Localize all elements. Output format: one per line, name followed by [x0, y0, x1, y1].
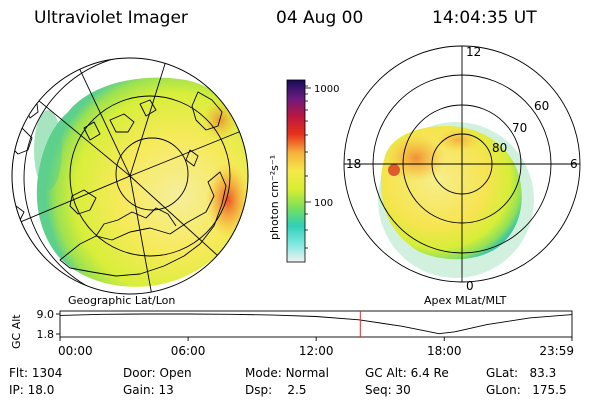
geo-meridian	[12, 58, 131, 177]
coastline-eurasia	[59, 171, 227, 277]
coastline-arctic-islands	[185, 149, 199, 167]
status-glat: GLat: 83.3	[486, 366, 556, 380]
seq-value: 30	[395, 383, 411, 397]
coastline-arctic-islands	[139, 99, 157, 117]
geo-aurora-hotspot	[206, 162, 248, 238]
ip-label: IP:	[9, 383, 24, 397]
dsp-label: Dsp:	[245, 383, 273, 397]
geo-latitudes	[23, 58, 248, 294]
mag-aurora-hotspot	[388, 164, 400, 176]
colorbar-tick-label: 1000	[314, 84, 339, 95]
status-door: Door: Open	[123, 366, 192, 380]
status-gain: Gain: 13	[123, 383, 174, 397]
colorbar-ticks	[305, 85, 311, 249]
colorbar	[286, 79, 306, 263]
glon-value: 175.5	[532, 383, 567, 397]
coastline-arctic-islands	[109, 113, 135, 133]
flt-label: Flt:	[9, 366, 28, 380]
glon-label: GLon:	[486, 383, 521, 397]
ip-value: 18.0	[27, 383, 55, 397]
glat-label: GLat:	[486, 366, 519, 380]
colorbar-tick-label: 100	[314, 198, 333, 209]
timeline-x-tick-label: 12:00	[299, 344, 334, 358]
mlt-labels: 12 18 6 0 80 70 60	[346, 45, 578, 293]
mlt-label-6: 6	[570, 157, 578, 171]
timeline-x-ticks: 00:00 06:00 12:00 18:00 23:59	[58, 337, 574, 358]
geo-latitude-circle	[115, 137, 189, 211]
coastline-siberia	[95, 207, 177, 237]
timeline-x-tick-label: 18:00	[427, 344, 462, 358]
geo-aurora-edge	[34, 110, 62, 190]
geo-meridian	[59, 58, 131, 177]
timeline-x-tick-label: 06:00	[171, 344, 206, 358]
gain-label: Gain:	[123, 383, 155, 397]
mlat-label-80: 80	[492, 141, 507, 155]
geo-latitude-circle	[69, 95, 231, 257]
status-flt: Flt: 1304	[9, 366, 62, 380]
timeline-x-tick-label: 23:59	[539, 344, 574, 358]
mlt-grid	[343, 45, 581, 283]
gc-alt-timeline: 9.0 1.8 00:00 06:00 12:00 18:00 23:59 GC Alt	[10, 308, 574, 358]
geo-meridian	[12, 175, 131, 248]
glat-value: 83.3	[529, 366, 557, 380]
coastline-arctic-islands	[83, 121, 101, 141]
coastline-japan	[231, 261, 247, 281]
gcalt-label: GC Alt:	[365, 366, 407, 380]
mlat-label-70: 70	[512, 121, 527, 135]
geo-aurora-image	[36, 77, 248, 287]
status-gcalt: GC Alt: 6.4 Re	[365, 366, 449, 380]
mlat-label-60: 60	[534, 99, 549, 113]
geo-meridians	[12, 58, 248, 294]
timeline-frame	[59, 310, 573, 338]
colorbar-unit-label: photon cm⁻²s⁻¹	[268, 155, 281, 240]
timeline-y-tick-label: 9.0	[37, 308, 55, 321]
timeline-x-tick-label: 00:00	[58, 344, 93, 358]
gc-alt-series-line	[59, 313, 573, 335]
date-label: 04 Aug 00	[276, 8, 364, 28]
instrument-title: Ultraviolet Imager	[34, 8, 188, 28]
magnetic-panel	[378, 122, 534, 278]
mag-panel-label: Apex MLat/MLT	[424, 294, 507, 307]
door-label: Door:	[123, 366, 156, 380]
mode-value: Normal	[285, 366, 329, 380]
gain-value: 13	[158, 383, 174, 397]
status-ip: IP: 18.0	[9, 383, 54, 397]
mlt-label-0: 0	[466, 279, 474, 293]
time-label: 14:04:35 UT	[432, 8, 537, 28]
timeline-y-ticks: 9.0 1.8	[37, 308, 60, 341]
status-dsp: Dsp: 2.5	[245, 383, 307, 397]
status-seq: Seq: 30	[365, 383, 411, 397]
geo-panel-border	[11, 57, 249, 295]
status-glon: GLon: 175.5	[486, 383, 567, 397]
flt-value: 1304	[31, 366, 63, 380]
dsp-value: 2.5	[287, 383, 307, 397]
geo-meridian	[129, 58, 180, 177]
mlt-label-18: 18	[346, 157, 361, 171]
geo-latitude-circle	[23, 58, 248, 294]
status-mode: Mode: Normal	[245, 366, 329, 380]
geo-meridian	[129, 175, 248, 294]
geo-meridian	[129, 175, 161, 294]
door-value: Open	[159, 366, 192, 380]
geographic-panel	[12, 58, 248, 294]
mode-label: Mode:	[245, 366, 282, 380]
timeline-y-tick-label: 1.8	[37, 328, 55, 341]
mag-aurora-hotspot	[436, 128, 480, 152]
gcalt-value: 6.4 Re	[410, 366, 449, 380]
geo-panel-label: Geographic Lat/Lon	[68, 294, 175, 307]
coastline-alaska	[69, 189, 97, 215]
geo-meridian	[129, 108, 248, 177]
mlt-label-12: 12	[466, 45, 481, 59]
timeline-y-axis-label: GC Alt	[10, 314, 23, 349]
mag-aurora-hotspot	[386, 134, 446, 182]
seq-label: Seq:	[365, 383, 392, 397]
